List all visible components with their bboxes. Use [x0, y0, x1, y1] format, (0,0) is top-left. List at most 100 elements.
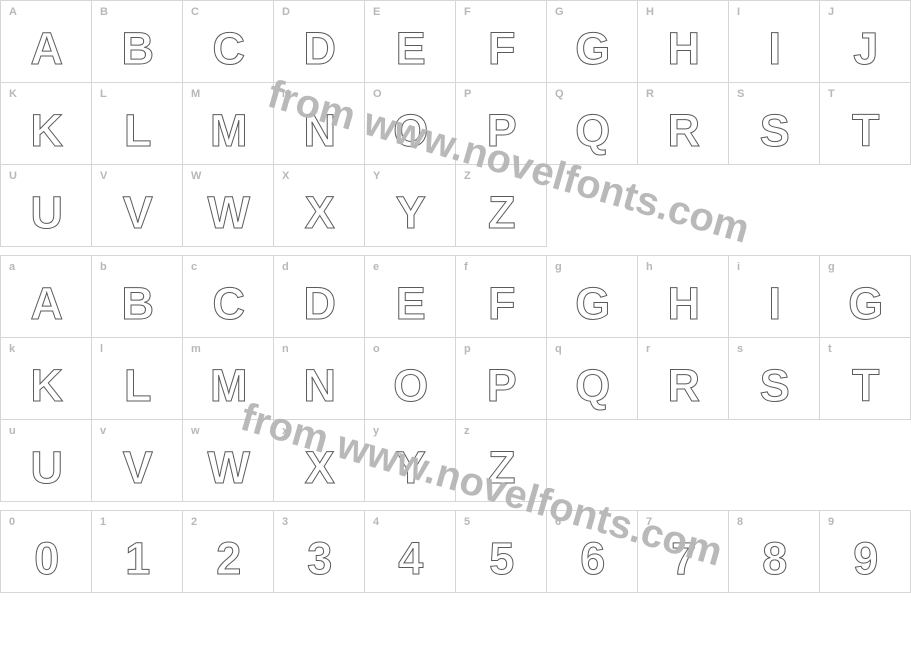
- cell-glyph: B: [122, 26, 153, 71]
- glyph-cell: uU: [1, 420, 92, 502]
- cell-label: h: [646, 261, 653, 273]
- cell-label: k: [9, 343, 15, 355]
- cell-label: 6: [555, 516, 561, 528]
- cell-label: u: [9, 425, 16, 437]
- cell-glyph: A: [31, 281, 62, 326]
- cell-glyph: G: [575, 26, 609, 71]
- cell-glyph: U: [31, 445, 62, 490]
- glyph-cell: 99: [820, 511, 911, 593]
- glyph-cell: 55: [456, 511, 547, 593]
- glyph-cell: HH: [638, 1, 729, 83]
- cell-glyph: P: [487, 363, 516, 408]
- glyph-cell: CC: [183, 1, 274, 83]
- glyph-cell: GG: [547, 1, 638, 83]
- cell-label: K: [9, 88, 17, 100]
- cell-glyph: I: [768, 281, 779, 326]
- glyph-cell: 33: [274, 511, 365, 593]
- cell-label: 1: [100, 516, 106, 528]
- cell-label: P: [464, 88, 471, 100]
- cell-glyph: Q: [575, 363, 609, 408]
- cell-label: 7: [646, 516, 652, 528]
- cell-label: v: [100, 425, 106, 437]
- cell-glyph: X: [305, 445, 334, 490]
- glyph-cell: QQ: [547, 83, 638, 165]
- cell-label: g: [828, 261, 835, 273]
- glyph-cell: lL: [92, 338, 183, 420]
- glyph-cell: kK: [1, 338, 92, 420]
- section-gap: [0, 247, 911, 255]
- glyph-cell: WW: [183, 165, 274, 247]
- cell-label: 8: [737, 516, 743, 528]
- glyph-cell: BB: [92, 1, 183, 83]
- cell-label: f: [464, 261, 468, 273]
- cell-glyph: F: [488, 26, 514, 71]
- cell-glyph: W: [208, 190, 249, 235]
- glyph-row: 00112233445566778899: [1, 511, 911, 593]
- cell-label: t: [828, 343, 832, 355]
- cell-glyph: O: [393, 363, 427, 408]
- cell-glyph: R: [668, 108, 699, 153]
- cell-glyph: 0: [34, 536, 58, 581]
- glyph-cell: qQ: [547, 338, 638, 420]
- cell-glyph: C: [213, 26, 244, 71]
- cell-glyph: M: [210, 363, 246, 408]
- cell-label: X: [282, 170, 289, 182]
- glyph-cell: gG: [820, 256, 911, 338]
- cell-glyph: Z: [488, 445, 514, 490]
- cell-glyph: D: [304, 281, 335, 326]
- glyph-cell: mM: [183, 338, 274, 420]
- cell-label: R: [646, 88, 654, 100]
- glyph-cell: LL: [92, 83, 183, 165]
- glyph-section: 00112233445566778899: [0, 510, 911, 593]
- glyph-row: KKLLMMNNOOPPQQRRSSTT: [1, 83, 911, 165]
- cell-glyph: D: [304, 26, 335, 71]
- cell-glyph: J: [853, 26, 877, 71]
- cell-glyph: H: [668, 26, 699, 71]
- cell-glyph: U: [31, 190, 62, 235]
- glyph-cell: oO: [365, 338, 456, 420]
- cell-label: H: [646, 6, 654, 18]
- cell-label: E: [373, 6, 380, 18]
- cell-label: T: [828, 88, 835, 100]
- cell-label: G: [555, 6, 564, 18]
- glyph-cell: 00: [1, 511, 92, 593]
- cell-glyph: K: [31, 363, 62, 408]
- cell-label: W: [191, 170, 201, 182]
- cell-label: x: [282, 425, 288, 437]
- cell-label: 0: [9, 516, 15, 528]
- cell-label: N: [282, 88, 290, 100]
- glyph-cell: PP: [456, 83, 547, 165]
- cell-label: e: [373, 261, 379, 273]
- cell-label: 2: [191, 516, 197, 528]
- glyph-cell: EE: [365, 1, 456, 83]
- cell-glyph: N: [304, 363, 335, 408]
- cell-glyph: L: [124, 108, 150, 153]
- cell-glyph: X: [305, 190, 334, 235]
- cell-glyph: Y: [396, 190, 425, 235]
- glyph-cell: eE: [365, 256, 456, 338]
- cell-glyph: V: [123, 190, 152, 235]
- cell-glyph: S: [760, 363, 789, 408]
- cell-label: y: [373, 425, 379, 437]
- cell-label: r: [646, 343, 650, 355]
- cell-label: V: [100, 170, 107, 182]
- cell-label: I: [737, 6, 740, 18]
- glyph-cell: gG: [547, 256, 638, 338]
- cell-label: 9: [828, 516, 834, 528]
- cell-glyph: F: [488, 281, 514, 326]
- cell-glyph: H: [668, 281, 699, 326]
- cell-glyph: I: [768, 26, 779, 71]
- cell-label: w: [191, 425, 200, 437]
- glyph-row: AABBCCDDEEFFGGHHIIJJ: [1, 1, 911, 83]
- glyph-cell: rR: [638, 338, 729, 420]
- cell-label: l: [100, 343, 103, 355]
- glyph-cell: cC: [183, 256, 274, 338]
- glyph-cell: sS: [729, 338, 820, 420]
- section-gap: [0, 502, 911, 510]
- cell-glyph: E: [396, 26, 425, 71]
- glyph-section: aAbBcCdDeEfFgGhHiIgGkKlLmMnNoOpPqQrRsStT…: [0, 255, 911, 502]
- cell-label: d: [282, 261, 289, 273]
- cell-glyph: Z: [488, 190, 514, 235]
- glyph-cell: UU: [1, 165, 92, 247]
- glyph-cell: XX: [274, 165, 365, 247]
